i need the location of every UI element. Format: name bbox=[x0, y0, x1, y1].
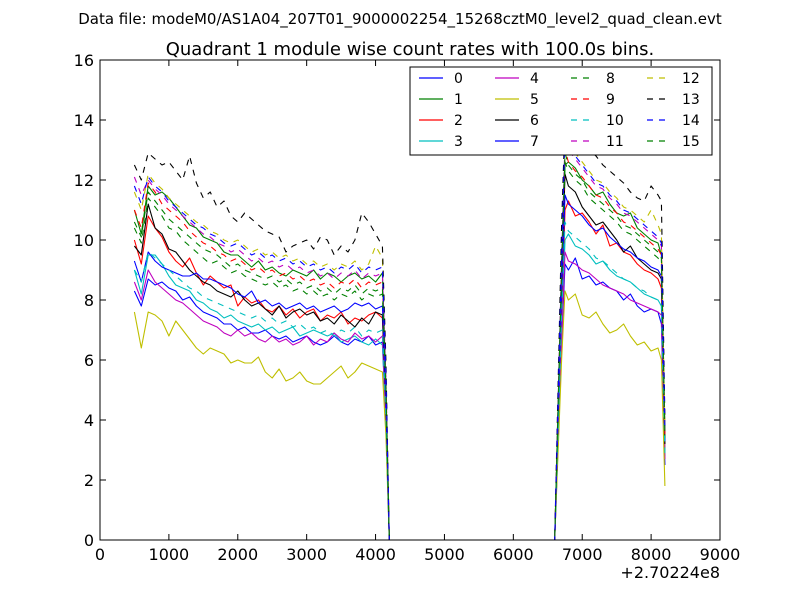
y-tick-label: 14 bbox=[74, 111, 94, 130]
legend-label: 7 bbox=[530, 134, 539, 150]
chart-suptitle: Data file: modeM0/AS1A04_207T01_90000022… bbox=[78, 10, 722, 29]
legend-label: 1 bbox=[454, 92, 463, 108]
legend-item-12: 12 bbox=[647, 71, 700, 87]
legend-label: 6 bbox=[530, 113, 539, 129]
x-tick-label: 8000 bbox=[631, 545, 672, 564]
y-tick-label: 10 bbox=[74, 231, 94, 250]
legend-item-13: 13 bbox=[647, 92, 700, 108]
legend-item-14: 14 bbox=[647, 113, 700, 129]
series-line-8 bbox=[133, 161, 666, 541]
legend-label: 15 bbox=[682, 134, 700, 150]
x-tick-label: 9000 bbox=[700, 545, 741, 564]
legend-item-6: 6 bbox=[495, 113, 539, 129]
y-tick-label: 0 bbox=[84, 531, 94, 550]
legend-item-3: 3 bbox=[419, 134, 463, 150]
legend-label: 11 bbox=[606, 134, 624, 150]
legend-item-11: 11 bbox=[571, 134, 624, 150]
legend-item-1: 1 bbox=[419, 92, 463, 108]
legend-label: 2 bbox=[454, 113, 463, 129]
y-tick-label: 2 bbox=[84, 471, 94, 490]
legend-label: 4 bbox=[530, 71, 539, 87]
legend-label: 9 bbox=[606, 92, 615, 108]
x-offset-label: +2.70224e8 bbox=[620, 563, 720, 582]
chart-title: Quadrant 1 module wise count rates with … bbox=[166, 39, 655, 60]
legend-item-9: 9 bbox=[571, 92, 615, 108]
legend-label: 12 bbox=[682, 71, 700, 87]
legend-item-5: 5 bbox=[495, 92, 539, 108]
legend-label: 14 bbox=[682, 113, 700, 129]
legend-label: 0 bbox=[454, 71, 463, 87]
legend-box bbox=[409, 66, 713, 156]
x-tick-label: 6000 bbox=[493, 545, 534, 564]
legend-label: 5 bbox=[530, 92, 539, 108]
y-tick-label: 12 bbox=[74, 171, 94, 190]
legend-label: 8 bbox=[606, 71, 615, 87]
x-tick-label: 1000 bbox=[149, 545, 190, 564]
legend-item-8: 8 bbox=[571, 71, 615, 87]
series-line-12 bbox=[133, 131, 666, 541]
y-tick-label: 6 bbox=[84, 351, 94, 370]
y-tick-label: 4 bbox=[84, 411, 94, 430]
legend-item-0: 0 bbox=[419, 71, 463, 87]
axis-layer: 0 1000 2000 3000 4000 5000 6000 7000 8000 9000 0 2 4… bbox=[74, 51, 741, 564]
x-tick-label: 7000 bbox=[562, 545, 603, 564]
y-tick-label: 16 bbox=[74, 51, 94, 70]
plot-frame bbox=[99, 59, 721, 541]
legend-label: 10 bbox=[606, 113, 624, 129]
x-tick-label: 5000 bbox=[424, 545, 465, 564]
legend-item-15: 15 bbox=[647, 134, 700, 150]
y-tick-label: 8 bbox=[84, 291, 94, 310]
legend-item-10: 10 bbox=[571, 113, 624, 129]
legend-item-7: 7 bbox=[495, 134, 539, 150]
x-tick-label: 2000 bbox=[217, 545, 258, 564]
x-tick-label: 0 bbox=[95, 545, 105, 564]
legend-item-2: 2 bbox=[419, 113, 463, 129]
legend-item-4: 4 bbox=[495, 71, 539, 87]
legend-label: 13 bbox=[682, 92, 700, 108]
x-tick-label: 3000 bbox=[286, 545, 327, 564]
x-tick-label: 4000 bbox=[355, 545, 396, 564]
legend-label: 3 bbox=[454, 134, 463, 150]
